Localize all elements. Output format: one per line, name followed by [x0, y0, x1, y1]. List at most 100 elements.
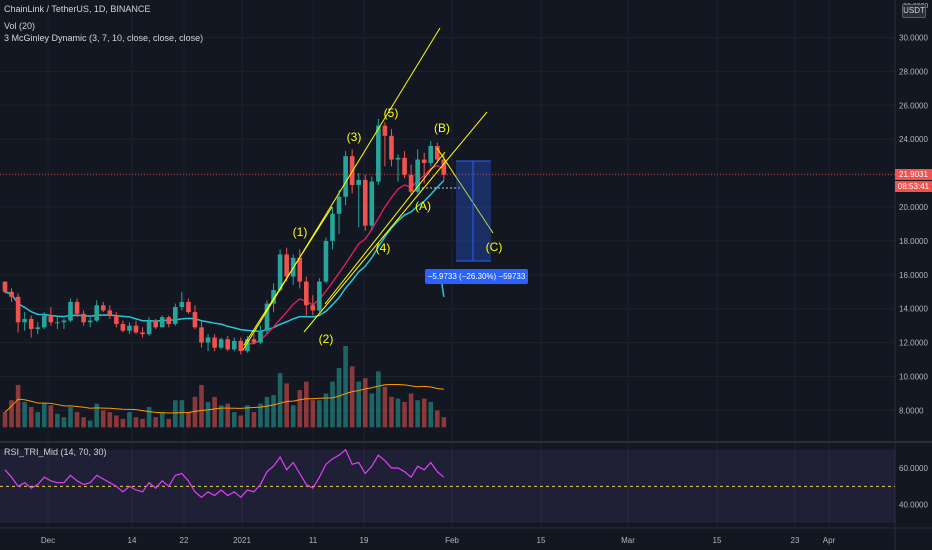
- measure-label[interactable]: −5.9733 (−26.30%) −59733: [425, 269, 528, 284]
- candle-body: [362, 179, 368, 226]
- rsi-tick: 60.0000: [899, 464, 928, 473]
- volume-bar: [349, 366, 355, 428]
- candle-body: [42, 315, 47, 328]
- time-tick: 2021: [233, 536, 251, 545]
- candle-body: [356, 179, 361, 185]
- rsi-legend[interactable]: RSI_TRI_Mid (14, 70, 30): [4, 447, 107, 457]
- volume-bar: [74, 412, 80, 428]
- wave-label: (5): [384, 106, 399, 120]
- mcginley-legend[interactable]: 3 McGinley Dynamic (3, 7, 10, close, clo…: [4, 33, 204, 43]
- candle-body: [435, 145, 440, 160]
- candle-body: [343, 156, 348, 197]
- time-tick: Feb: [445, 536, 459, 545]
- price-tick: 18.0000: [899, 237, 928, 246]
- trend-line-b: [324, 151, 446, 305]
- volume-bar: [290, 405, 296, 428]
- volume-ma-line: [4, 383, 444, 414]
- price-tick: 14.0000: [899, 305, 928, 314]
- candle-body: [61, 320, 67, 323]
- time-tick: Mar: [621, 536, 635, 545]
- volume-bar: [435, 410, 440, 428]
- candle-body: [35, 327, 41, 330]
- candle-body: [323, 240, 329, 282]
- volume-bar: [55, 413, 60, 428]
- volume-bar: [133, 417, 139, 428]
- volume-bar: [258, 403, 263, 428]
- candle-body: [330, 213, 335, 241]
- volume-bar: [68, 407, 73, 428]
- rsi-line: [4, 448, 445, 499]
- candle-body: [297, 257, 303, 282]
- volume-bar: [317, 400, 322, 428]
- volume-bar: [28, 407, 34, 428]
- candle-body: [94, 305, 99, 321]
- candle-body: [87, 320, 93, 323]
- volume-bar: [421, 398, 427, 428]
- candle-body: [389, 135, 394, 160]
- volume-bar: [166, 418, 172, 428]
- volume-bars: [2, 345, 447, 428]
- candle-body: [277, 254, 283, 291]
- candle-body: [107, 310, 113, 316]
- time-tick: Dec: [41, 536, 55, 545]
- candle-body: [140, 332, 145, 335]
- candle-body: [166, 317, 172, 324]
- candles: [2, 118, 447, 355]
- price-tick: 8.0000: [899, 406, 924, 415]
- volume-bar: [323, 393, 329, 428]
- volume-legend[interactable]: Vol (20): [4, 21, 36, 31]
- candle-body: [28, 318, 34, 330]
- volume-bar: [231, 412, 237, 428]
- volume-bar: [140, 418, 145, 428]
- volume-bar: [225, 403, 230, 428]
- lower-channel-line: [303, 111, 488, 333]
- candle-body: [146, 320, 152, 335]
- volume-bar: [297, 390, 303, 428]
- volume-bar: [389, 396, 394, 428]
- candle-body: [133, 325, 139, 333]
- trend-line-a: [243, 206, 333, 346]
- volume-bar: [304, 381, 309, 428]
- price-tick: 26.0000: [899, 101, 928, 110]
- volume-bar: [22, 401, 27, 428]
- volume-bar: [408, 393, 414, 428]
- volume-bar: [343, 345, 348, 428]
- volume-bar: [48, 405, 54, 428]
- candle-body: [251, 339, 257, 343]
- currency-badge[interactable]: USDT: [902, 4, 926, 18]
- volume-bar: [395, 398, 401, 428]
- volume-bar: [199, 384, 204, 428]
- volume-bar: [81, 417, 86, 428]
- wave-label: (B): [434, 121, 450, 135]
- time-tick: Apr: [823, 536, 836, 545]
- candle-body: [238, 340, 244, 352]
- symbol-legend[interactable]: ChainLink / TetherUS, 1D, BINANCE: [4, 4, 151, 14]
- time-axis: Dec 14 22 2021 11 19 Feb 15 Mar 15 23 Apr: [41, 536, 836, 545]
- candle-body: [2, 281, 8, 292]
- wave-label: (1): [293, 225, 308, 239]
- candle-body: [173, 307, 178, 324]
- time-tick: 15: [713, 536, 722, 545]
- candle-body: [317, 281, 322, 311]
- candle-body: [415, 159, 420, 192]
- last-price-label: 21.9031: [895, 169, 932, 180]
- volume-bar: [127, 412, 132, 428]
- volume-bar: [362, 378, 368, 428]
- volume-bar: [94, 403, 99, 428]
- volume-bar: [402, 401, 407, 428]
- candle-body: [205, 337, 211, 343]
- time-tick: 19: [360, 536, 369, 545]
- volume-bar: [415, 400, 420, 428]
- wave-label: (3): [347, 130, 362, 144]
- price-tick: 12.0000: [899, 339, 928, 348]
- candle-body: [15, 296, 21, 323]
- price-axis: 32.000030.000028.000026.000024.000022.00…: [899, 3, 928, 510]
- wave-labels: (1) (2) (3) (4) (5) (A) (B) (C): [293, 106, 503, 346]
- time-tick: 11: [309, 536, 318, 545]
- candle-body: [402, 157, 407, 175]
- countdown-label: 08:53:41: [895, 181, 932, 192]
- volume-bar: [146, 407, 152, 428]
- volume-bar: [179, 400, 185, 428]
